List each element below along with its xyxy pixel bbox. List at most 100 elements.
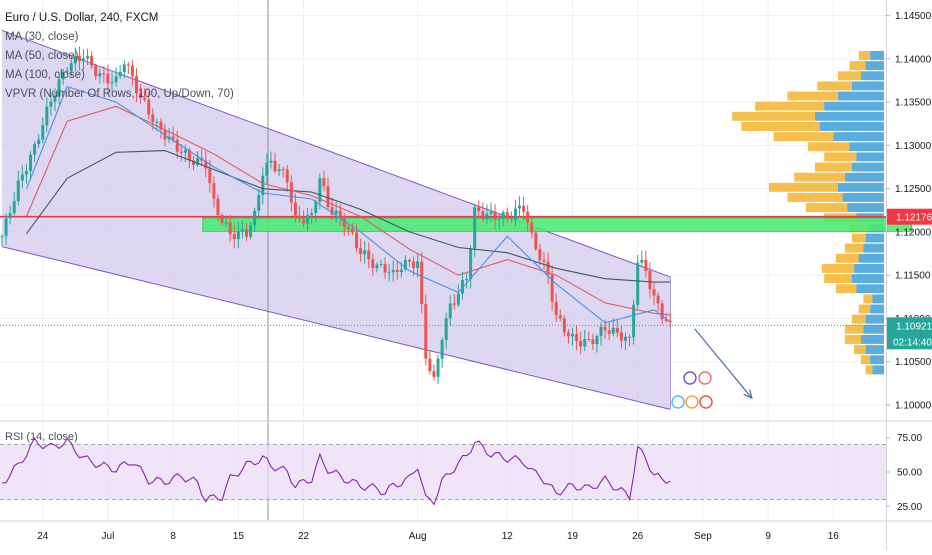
channel-lower-line bbox=[1, 246, 671, 410]
candle-body bbox=[33, 143, 37, 155]
volume-profile-bar bbox=[817, 81, 852, 91]
candle-body bbox=[269, 160, 273, 163]
candle-body bbox=[118, 71, 122, 77]
volume-profile-bar bbox=[858, 50, 871, 60]
candle-body bbox=[82, 58, 85, 62]
candle-body bbox=[359, 247, 363, 255]
volume-profile-bar bbox=[838, 71, 861, 81]
volume-profile-bar bbox=[844, 243, 864, 253]
candle-body bbox=[73, 56, 77, 64]
candle-body bbox=[379, 263, 383, 265]
candle-body bbox=[440, 340, 444, 359]
candle-body bbox=[579, 341, 583, 347]
time-tick-label: Jul bbox=[102, 531, 115, 542]
time-tick-label: 16 bbox=[828, 531, 840, 542]
volume-profile-bar bbox=[773, 132, 834, 142]
candle-body bbox=[522, 205, 526, 212]
volume-profile-bar bbox=[858, 304, 871, 314]
time-tick-label: 8 bbox=[170, 531, 176, 542]
candle-body bbox=[550, 274, 554, 302]
legend-ma50[interactable]: MA (50, close) bbox=[5, 50, 79, 62]
candle-body bbox=[599, 326, 603, 337]
candle-body bbox=[640, 260, 644, 263]
candle-body bbox=[497, 219, 501, 221]
candle-body bbox=[106, 73, 110, 84]
rsi-band bbox=[0, 444, 886, 500]
price-tick-label: 1.12000 bbox=[895, 227, 932, 238]
volume-profile-bar bbox=[856, 152, 884, 162]
candle-body bbox=[473, 207, 477, 249]
volume-profile-bar bbox=[851, 274, 884, 284]
volume-profile-bar bbox=[808, 142, 850, 152]
volume-profile-bar bbox=[842, 192, 884, 202]
candle-body bbox=[126, 64, 130, 66]
legend-vpvr[interactable]: VPVR (Number Of Rows, 100, Up/Down, 70) bbox=[5, 88, 234, 100]
volume-profile-bar bbox=[865, 314, 884, 324]
candle-body bbox=[24, 170, 28, 175]
key-level-value: 1.12176 bbox=[896, 213, 932, 224]
volume-profile-bar bbox=[815, 162, 852, 172]
volume-profile-bar bbox=[838, 182, 884, 192]
candle-body bbox=[587, 339, 591, 341]
candle-body bbox=[530, 222, 534, 233]
event-icon bbox=[685, 395, 699, 409]
candle-body bbox=[566, 332, 570, 337]
candle-body bbox=[444, 318, 448, 341]
candle-body bbox=[65, 70, 69, 72]
candle-body bbox=[383, 263, 387, 273]
candle-body bbox=[367, 250, 371, 260]
candle-body bbox=[204, 160, 208, 169]
volume-profile-bar bbox=[854, 263, 884, 273]
candle-body bbox=[285, 169, 289, 183]
candle-body bbox=[603, 326, 607, 331]
candle-body bbox=[554, 301, 558, 316]
ma30-line bbox=[25, 85, 671, 324]
candle-body bbox=[314, 201, 318, 214]
volume-profile-bar bbox=[844, 324, 864, 334]
candle-body bbox=[240, 229, 244, 232]
price-tick-label: 1.12500 bbox=[895, 184, 932, 195]
candle-body bbox=[216, 198, 220, 215]
candle-body bbox=[591, 339, 595, 345]
candle-body bbox=[130, 65, 134, 77]
candle-body bbox=[249, 225, 253, 237]
chart-legend: Euro / U.S. Dollar, 240, FXCM MA (30, cl… bbox=[5, 9, 234, 104]
candle-body bbox=[29, 154, 33, 171]
symbol-title[interactable]: Euro / U.S. Dollar, 240, FXCM bbox=[5, 12, 159, 24]
legend-ma100[interactable]: MA (100, close) bbox=[5, 69, 85, 81]
candle-body bbox=[224, 222, 228, 224]
volume-profile-bar bbox=[838, 91, 884, 101]
candle-body bbox=[391, 270, 395, 273]
candle-body bbox=[77, 56, 81, 62]
candle-body bbox=[534, 232, 538, 250]
candle-body bbox=[493, 211, 497, 220]
candle-body bbox=[607, 330, 611, 334]
candle-body bbox=[505, 212, 509, 219]
candle-body bbox=[192, 160, 196, 165]
event-icon bbox=[698, 371, 712, 385]
candle-body bbox=[175, 139, 179, 152]
candle-body bbox=[432, 371, 436, 377]
channel-upper-line bbox=[1, 29, 671, 278]
time-tick-label: 9 bbox=[765, 531, 771, 542]
candle-body bbox=[302, 219, 306, 224]
volume-profile-bar bbox=[865, 345, 884, 355]
volume-profile-bar bbox=[849, 61, 866, 71]
event-icon bbox=[699, 395, 713, 409]
volume-profile-bar bbox=[870, 304, 884, 314]
candle-body bbox=[257, 195, 261, 211]
volume-profile-bar bbox=[851, 162, 884, 172]
candle-body bbox=[644, 260, 648, 271]
last-price-value: 1.10921 bbox=[896, 321, 932, 332]
rsi-tick-label: 75.00 bbox=[897, 433, 922, 444]
candle-body bbox=[571, 333, 574, 337]
candle-body bbox=[558, 315, 562, 319]
candle-body bbox=[408, 259, 411, 262]
candle-body bbox=[196, 158, 200, 165]
candle-body bbox=[330, 207, 334, 215]
legend-ma30[interactable]: MA (30, close) bbox=[5, 31, 79, 43]
volume-profile-bar bbox=[805, 203, 848, 213]
candle-body bbox=[57, 79, 61, 97]
